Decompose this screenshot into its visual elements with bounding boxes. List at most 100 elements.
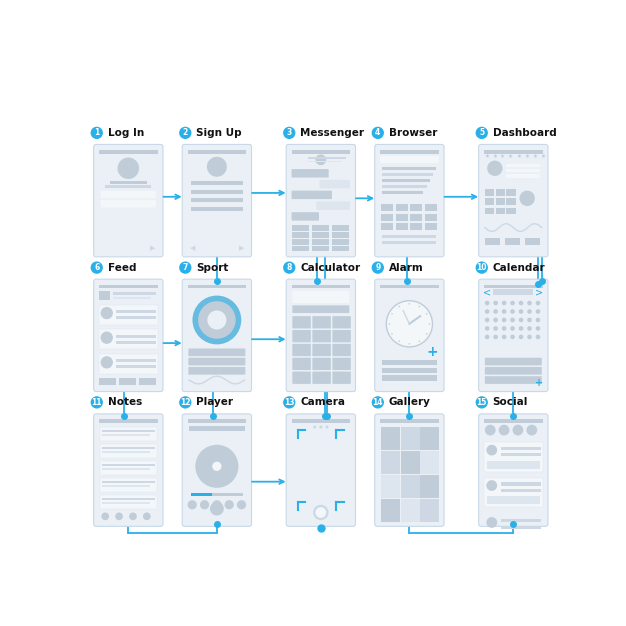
- Circle shape: [391, 333, 393, 335]
- Circle shape: [409, 303, 410, 305]
- Text: 12: 12: [180, 398, 190, 407]
- Bar: [381, 223, 393, 230]
- Circle shape: [499, 424, 510, 436]
- FancyBboxPatch shape: [312, 330, 331, 342]
- Bar: [506, 163, 540, 167]
- FancyBboxPatch shape: [94, 414, 163, 526]
- Circle shape: [212, 461, 222, 471]
- Bar: [292, 232, 309, 238]
- Bar: [191, 190, 243, 193]
- Circle shape: [493, 326, 498, 331]
- Text: Sign Up: Sign Up: [196, 128, 242, 138]
- FancyBboxPatch shape: [332, 344, 351, 356]
- Circle shape: [313, 505, 329, 520]
- Circle shape: [536, 326, 540, 331]
- Circle shape: [485, 424, 496, 436]
- FancyBboxPatch shape: [286, 145, 356, 257]
- Circle shape: [502, 335, 506, 339]
- Circle shape: [476, 262, 488, 274]
- FancyBboxPatch shape: [319, 180, 350, 188]
- Bar: [332, 232, 349, 238]
- Text: Notes: Notes: [108, 398, 141, 408]
- Text: Social: Social: [493, 398, 528, 408]
- Bar: [332, 246, 349, 252]
- Bar: [100, 478, 157, 491]
- Circle shape: [326, 426, 329, 429]
- Bar: [425, 205, 437, 212]
- Circle shape: [536, 317, 540, 322]
- Bar: [100, 444, 157, 458]
- FancyBboxPatch shape: [312, 372, 331, 384]
- Circle shape: [101, 356, 113, 369]
- FancyBboxPatch shape: [479, 279, 548, 392]
- Text: 8: 8: [287, 263, 292, 272]
- Bar: [116, 359, 156, 362]
- Text: ★: ★: [540, 154, 545, 159]
- Text: ★: ★: [485, 154, 490, 159]
- Bar: [380, 150, 439, 153]
- Bar: [410, 213, 423, 220]
- Bar: [484, 443, 543, 471]
- Circle shape: [519, 335, 523, 339]
- FancyBboxPatch shape: [182, 145, 252, 257]
- FancyBboxPatch shape: [375, 414, 444, 526]
- Text: 1: 1: [94, 128, 100, 137]
- Text: ▶: ▶: [150, 245, 156, 252]
- Circle shape: [91, 262, 103, 274]
- Bar: [501, 447, 541, 450]
- Bar: [396, 205, 408, 212]
- Circle shape: [486, 517, 497, 528]
- Circle shape: [419, 341, 420, 342]
- FancyBboxPatch shape: [188, 357, 245, 366]
- FancyBboxPatch shape: [292, 357, 311, 370]
- FancyBboxPatch shape: [292, 344, 311, 356]
- FancyBboxPatch shape: [101, 191, 156, 198]
- FancyBboxPatch shape: [286, 279, 356, 392]
- Circle shape: [502, 326, 506, 331]
- Bar: [188, 285, 246, 289]
- FancyBboxPatch shape: [292, 305, 349, 313]
- Circle shape: [319, 426, 322, 429]
- Circle shape: [493, 335, 498, 339]
- Text: 4: 4: [375, 128, 381, 137]
- FancyBboxPatch shape: [292, 290, 349, 303]
- Circle shape: [527, 335, 532, 339]
- Bar: [381, 205, 393, 212]
- Text: 5: 5: [479, 128, 485, 137]
- Bar: [506, 189, 516, 196]
- Bar: [506, 198, 516, 205]
- FancyBboxPatch shape: [182, 414, 252, 526]
- Text: 2: 2: [183, 128, 188, 137]
- Bar: [401, 427, 419, 450]
- Circle shape: [502, 309, 506, 314]
- Circle shape: [101, 332, 113, 344]
- FancyBboxPatch shape: [332, 316, 351, 329]
- Circle shape: [118, 158, 139, 179]
- Text: Messenger: Messenger: [300, 128, 364, 138]
- Text: ★: ★: [508, 154, 513, 159]
- Text: Sport: Sport: [196, 263, 228, 272]
- Bar: [105, 185, 151, 188]
- Text: 15: 15: [476, 398, 487, 407]
- Text: Player: Player: [196, 398, 233, 408]
- FancyBboxPatch shape: [286, 414, 356, 526]
- Circle shape: [283, 126, 295, 139]
- Circle shape: [143, 513, 151, 520]
- Bar: [99, 292, 110, 300]
- Bar: [292, 239, 309, 245]
- Bar: [99, 150, 158, 153]
- Circle shape: [426, 313, 428, 315]
- Bar: [484, 285, 543, 289]
- Bar: [382, 235, 436, 239]
- Circle shape: [207, 156, 227, 177]
- Bar: [382, 192, 423, 195]
- Text: ★: ★: [517, 154, 522, 159]
- Circle shape: [493, 317, 498, 322]
- FancyBboxPatch shape: [375, 279, 444, 392]
- Bar: [421, 451, 439, 474]
- Bar: [381, 475, 400, 498]
- Bar: [380, 285, 439, 289]
- Circle shape: [399, 341, 400, 342]
- FancyBboxPatch shape: [94, 145, 163, 257]
- Bar: [485, 238, 500, 245]
